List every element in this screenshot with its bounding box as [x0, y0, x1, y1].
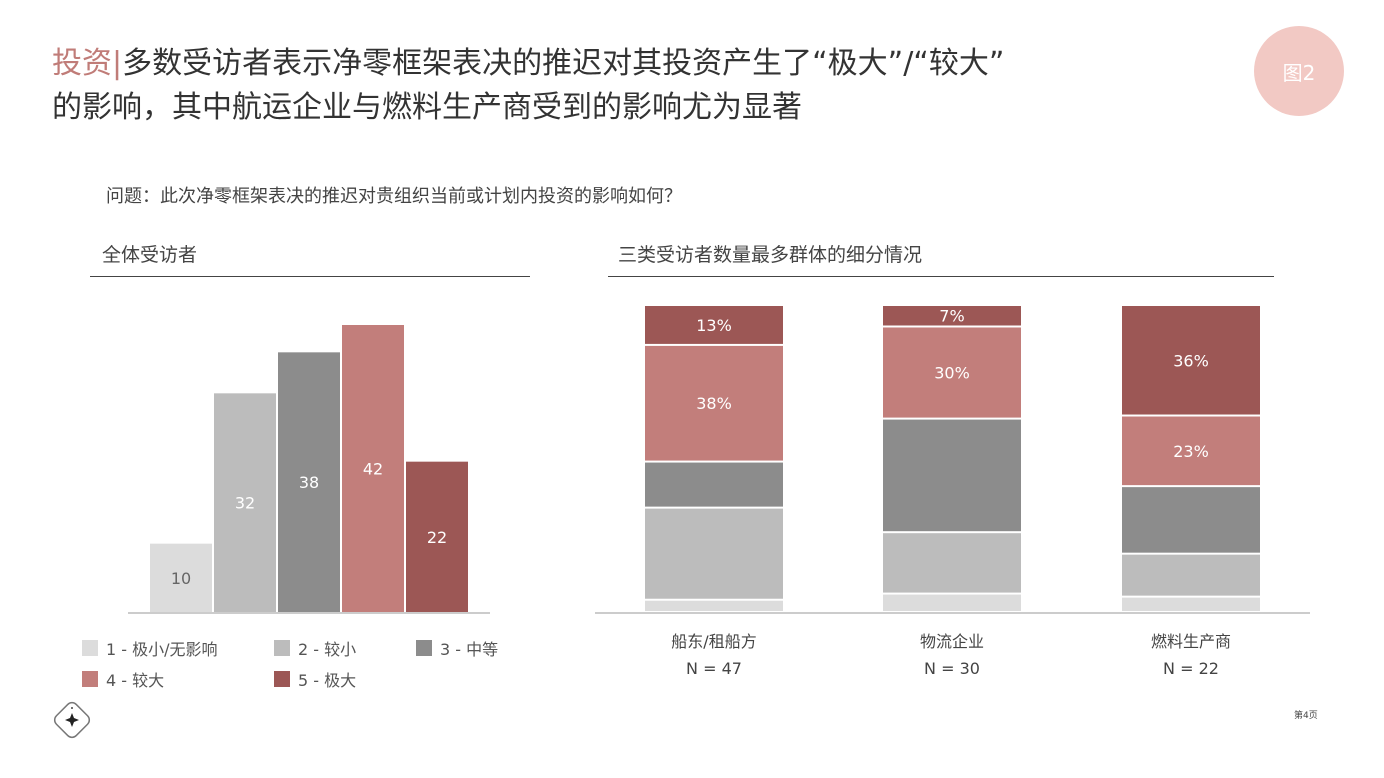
right-chart-title: 三类受访者数量最多群体的细分情况 — [618, 244, 923, 266]
stacked-segment — [645, 600, 783, 611]
legend-swatch — [274, 640, 290, 656]
left-chart-title: 全体受访者 — [102, 244, 198, 266]
segment-label: 23% — [1173, 442, 1209, 461]
logo-icon — [48, 696, 96, 744]
stacked-segment — [1122, 487, 1260, 553]
stacked-segment — [883, 306, 1021, 326]
n-label: N = 47 — [686, 659, 742, 678]
title-line2: 的影响，其中航运企业与燃料生产商受到的影响尤为显著 — [52, 90, 802, 125]
legend-item-2: 2 - 较小 — [274, 636, 356, 660]
stacked-segment — [1122, 554, 1260, 596]
bar — [342, 325, 404, 612]
legend-swatch — [416, 640, 432, 656]
data-label: 22 — [427, 528, 447, 547]
category-label: 物流企业 — [919, 632, 984, 651]
segment-label: 30% — [934, 364, 970, 383]
survey-question: 问题：此次净零框架表决的推迟对贵组织当前或计划内投资的影响如何？ — [106, 186, 682, 207]
data-label: 42 — [363, 460, 383, 479]
left-divider — [90, 276, 530, 277]
stacked-segment — [645, 306, 783, 344]
stacked-segment — [883, 327, 1021, 418]
page-number: 第4页 — [1294, 711, 1318, 721]
stacked-segment — [1122, 416, 1260, 486]
legend-label: 2 - 较小 — [298, 640, 357, 659]
right-divider — [608, 276, 1274, 277]
data-label: 32 — [235, 494, 255, 513]
category-label: 船东/租船方 — [671, 632, 757, 651]
stacked-segment — [1122, 597, 1260, 611]
stacked-segment — [883, 594, 1021, 611]
page-title: 投资|多数受访者表示净零框架表决的推迟对其投资产生了“极大”/“较大” 的影响，其… — [52, 42, 1232, 130]
stacked-segment — [645, 508, 783, 599]
stacked-segment — [645, 345, 783, 461]
title-line1: 多数受访者表示净零框架表决的推迟对其投资产生了“极大”/“较大” — [122, 46, 1005, 81]
legend-label: 4 - 较大 — [106, 671, 165, 690]
category-label: 燃料生产商 — [1150, 632, 1231, 651]
legend-label: 1 - 极小/无影响 — [106, 640, 218, 659]
legend-label: 3 - 中等 — [440, 640, 499, 659]
stacked-segment — [883, 533, 1021, 593]
legend-swatch — [82, 640, 98, 656]
bar — [150, 543, 212, 612]
segment-label: 36% — [1173, 351, 1209, 370]
legend-label: 5 - 极大 — [298, 671, 357, 690]
legend-item-4: 4 - 较大 — [82, 667, 164, 691]
bar — [214, 393, 276, 612]
segment-label: 38% — [696, 394, 732, 413]
legend-swatch — [274, 671, 290, 687]
data-label: 38 — [299, 473, 319, 492]
segment-label: 13% — [696, 316, 732, 335]
stacked-segment — [1122, 306, 1260, 415]
n-label: N = 30 — [924, 659, 980, 678]
stacked-segment — [645, 462, 783, 507]
legend-item-3: 3 - 中等 — [416, 636, 498, 660]
title-topic: 投资| — [52, 46, 123, 81]
legend-item-1: 1 - 极小/无影响 — [82, 636, 218, 660]
data-label: 10 — [171, 569, 191, 588]
figure-badge: 图2 — [1254, 26, 1344, 116]
bar — [406, 461, 468, 612]
legend-item-5: 5 - 极大 — [274, 667, 356, 691]
n-label: N = 22 — [1163, 659, 1219, 678]
stacked-segment — [883, 419, 1021, 532]
bar — [278, 352, 340, 612]
segment-label: 7% — [939, 307, 964, 326]
legend-swatch — [82, 671, 98, 687]
